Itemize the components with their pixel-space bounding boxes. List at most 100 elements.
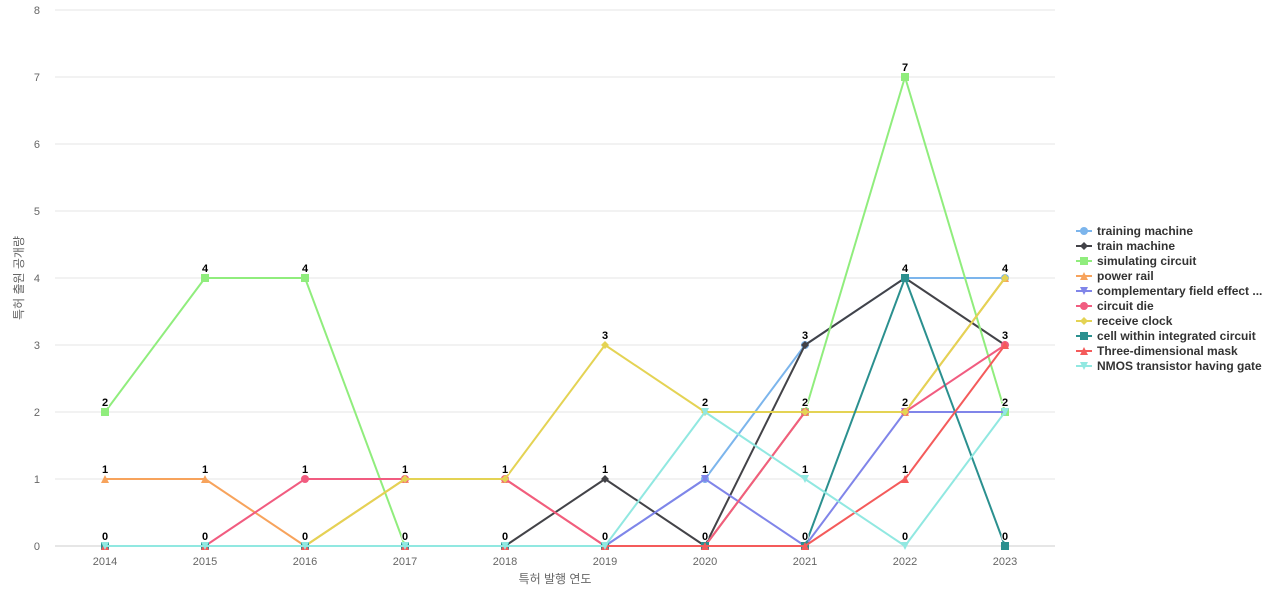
data-point [901, 274, 909, 282]
data-point [101, 475, 109, 483]
y-tick-label: 5 [34, 206, 40, 218]
legend-marker [1080, 227, 1088, 235]
series-5 [101, 341, 1009, 550]
y-tick-label: 6 [34, 139, 40, 151]
data-point [1001, 408, 1009, 416]
legend-marker [1080, 362, 1088, 370]
data-label: 1 [802, 464, 808, 476]
data-label: 3 [602, 330, 608, 342]
data-point [901, 73, 909, 81]
data-point [801, 408, 809, 416]
legend-label: circuit die [1097, 299, 1154, 313]
series-8 [101, 341, 1009, 550]
data-point [901, 475, 909, 483]
data-point [1001, 542, 1009, 550]
legend-label: Three-dimensional mask [1097, 344, 1238, 358]
data-point [201, 274, 209, 282]
x-tick-label: 2017 [393, 556, 417, 568]
data-label: 1 [702, 464, 708, 476]
data-label: 2 [1002, 397, 1008, 409]
data-label: 1 [902, 464, 908, 476]
data-label: 0 [902, 531, 908, 543]
x-tick-label: 2019 [593, 556, 617, 568]
data-point [601, 542, 609, 550]
y-tick-label: 0 [34, 541, 40, 553]
data-label: 1 [302, 464, 308, 476]
x-tick-label: 2023 [993, 556, 1017, 568]
data-label: 3 [1002, 330, 1008, 342]
data-label: 2 [902, 397, 908, 409]
legend-item[interactable]: cell within integrated circuit [1076, 329, 1256, 343]
data-point [501, 542, 509, 550]
data-point [1001, 274, 1009, 282]
data-label: 1 [102, 464, 108, 476]
legend-label: receive clock [1097, 314, 1173, 328]
series-line [105, 344, 1006, 547]
data-point [701, 475, 709, 483]
data-point [201, 475, 209, 483]
y-tick-label: 1 [34, 474, 40, 486]
data-label: 2 [702, 397, 708, 409]
legend-marker [1080, 242, 1088, 250]
legend-item[interactable]: Three-dimensional mask [1076, 344, 1238, 358]
legend-marker [1080, 347, 1088, 355]
data-point [701, 542, 709, 550]
x-axis-title: 특허 발행 연도 [519, 571, 592, 586]
data-label: 0 [302, 531, 308, 543]
data-label: 4 [902, 263, 909, 275]
series-line [105, 344, 1006, 547]
data-label: 0 [502, 531, 508, 543]
legend-item[interactable]: receive clock [1076, 314, 1173, 328]
data-point [201, 542, 209, 550]
legend-item[interactable]: training machine [1076, 224, 1193, 238]
series-line [105, 411, 1006, 547]
legend-label: cell within integrated circuit [1097, 329, 1256, 343]
data-point [101, 542, 109, 550]
legend-item[interactable]: NMOS transistor having gate [1076, 359, 1262, 373]
data-label: 0 [802, 531, 808, 543]
data-label: 1 [402, 464, 408, 476]
data-point [901, 542, 909, 550]
y-tick-label: 3 [34, 340, 40, 352]
legend-label: NMOS transistor having gate [1097, 359, 1262, 373]
legend-label: training machine [1097, 224, 1193, 238]
x-tick-label: 2018 [493, 556, 517, 568]
y-tick-label: 8 [34, 5, 40, 17]
legend-marker [1080, 332, 1088, 340]
data-label: 4 [1002, 263, 1009, 275]
legend-marker [1080, 302, 1088, 310]
legend-marker [1080, 257, 1088, 265]
legend-marker [1080, 317, 1088, 325]
data-point [601, 475, 609, 483]
data-label: 0 [702, 531, 708, 543]
data-point [601, 341, 609, 349]
data-label: 0 [202, 531, 208, 543]
data-label: 0 [1002, 531, 1008, 543]
y-tick-label: 7 [34, 72, 40, 84]
legend-marker [1080, 287, 1088, 295]
legend-item[interactable]: train machine [1076, 239, 1175, 253]
legend-label: power rail [1097, 269, 1154, 283]
data-labels: 3 1 2 4 4 7 2 1 1 2 1 1 1 1 3 2 2 4 4 0 0 0 1 3 0 0 0 0 0 0 1 0 [101, 61, 1010, 544]
data-point [801, 341, 809, 349]
y-tick-label: 2 [34, 407, 40, 419]
x-tick-label: 2015 [193, 556, 217, 568]
legend-item[interactable]: simulating circuit [1076, 254, 1196, 268]
y-tick-label: 4 [34, 273, 40, 285]
data-point [301, 274, 309, 282]
legend-item[interactable]: complementary field effect ... [1076, 284, 1262, 298]
data-label: 0 [602, 531, 608, 543]
data-point [101, 408, 109, 416]
data-point [401, 542, 409, 550]
data-label: 2 [802, 397, 808, 409]
legend-item[interactable]: circuit die [1076, 299, 1154, 313]
legend-item[interactable]: power rail [1076, 269, 1154, 283]
y-axis-title: 특허 출원 공개량 [12, 236, 26, 320]
data-point [801, 475, 809, 483]
legend-marker [1080, 272, 1088, 280]
data-label: 3 [802, 330, 808, 342]
data-label: 4 [302, 263, 309, 275]
series-lines [101, 73, 1009, 550]
